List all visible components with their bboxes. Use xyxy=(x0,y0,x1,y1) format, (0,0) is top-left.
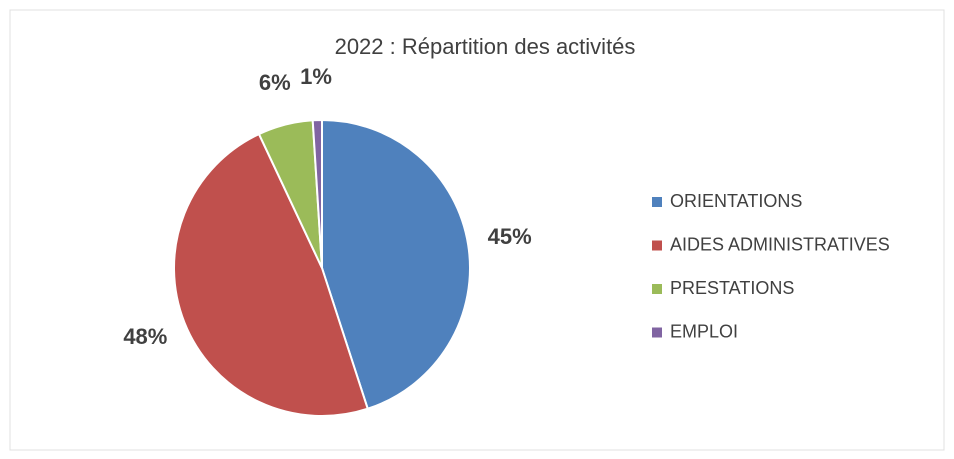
chart-title: 2022 : Répartition des activités xyxy=(335,34,636,59)
data-label: 48% xyxy=(123,324,167,349)
data-label: 1% xyxy=(300,64,332,89)
data-label: 45% xyxy=(488,224,532,249)
legend-swatch xyxy=(652,197,662,207)
pie-slice xyxy=(173,132,369,417)
legend-label: PRESTATIONS xyxy=(670,278,794,298)
legend-label: EMPLOI xyxy=(670,321,738,341)
pie-slice xyxy=(311,118,323,269)
legend-swatch xyxy=(652,327,662,338)
legend-swatch xyxy=(652,284,662,294)
chart-area xyxy=(9,9,945,451)
legend-swatch xyxy=(652,240,662,251)
legend-label: ORIENTATIONS xyxy=(670,191,802,211)
pie-slice xyxy=(321,118,471,411)
data-label: 6% xyxy=(259,70,291,95)
legend-label: AIDES ADMINISTRATIVES xyxy=(670,234,890,254)
